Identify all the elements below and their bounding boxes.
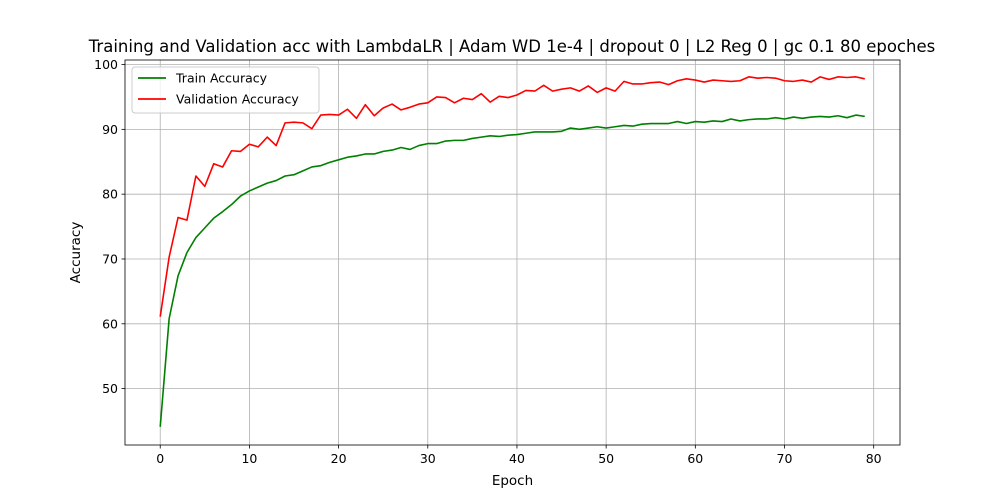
series-line-train-accuracy bbox=[159, 114, 865, 427]
series-lines bbox=[159, 76, 865, 427]
legend-label-validation: Validation Accuracy bbox=[176, 92, 299, 107]
y-tick-label: 100 bbox=[94, 57, 118, 72]
legend-box bbox=[131, 66, 320, 114]
axis-ticks: 0 10 20 30 40 50 60 70 80 50 60 70 80 90 100 bbox=[94, 57, 882, 466]
x-tick-label: 80 bbox=[866, 451, 882, 466]
y-tick-label: 90 bbox=[102, 122, 118, 137]
y-tick-label: 60 bbox=[102, 316, 118, 331]
chart-title: Training and Validation acc with LambdaL… bbox=[88, 37, 935, 56]
legend: Train Accuracy Validation Accuracy bbox=[131, 66, 320, 114]
x-tick-label: 70 bbox=[777, 451, 793, 466]
x-tick-label: 40 bbox=[509, 451, 525, 466]
grid-lines bbox=[125, 60, 900, 445]
y-tick-label: 70 bbox=[102, 251, 118, 266]
x-tick-label: 0 bbox=[156, 451, 164, 466]
y-tick-label: 50 bbox=[102, 381, 118, 396]
plot-frame bbox=[124, 59, 901, 446]
legend-label-train: Train Accuracy bbox=[175, 71, 268, 86]
x-tick-label: 10 bbox=[241, 451, 257, 466]
x-tick-label: 60 bbox=[687, 451, 703, 466]
x-tick-label: 20 bbox=[331, 451, 347, 466]
y-tick-label: 80 bbox=[102, 187, 118, 202]
x-tick-label: 50 bbox=[598, 451, 614, 466]
x-tick-label: 30 bbox=[420, 451, 436, 466]
x-axis-label: Epoch bbox=[492, 473, 533, 489]
series-line-validation-accuracy bbox=[159, 76, 865, 317]
y-axis-label: Accuracy bbox=[68, 222, 84, 284]
